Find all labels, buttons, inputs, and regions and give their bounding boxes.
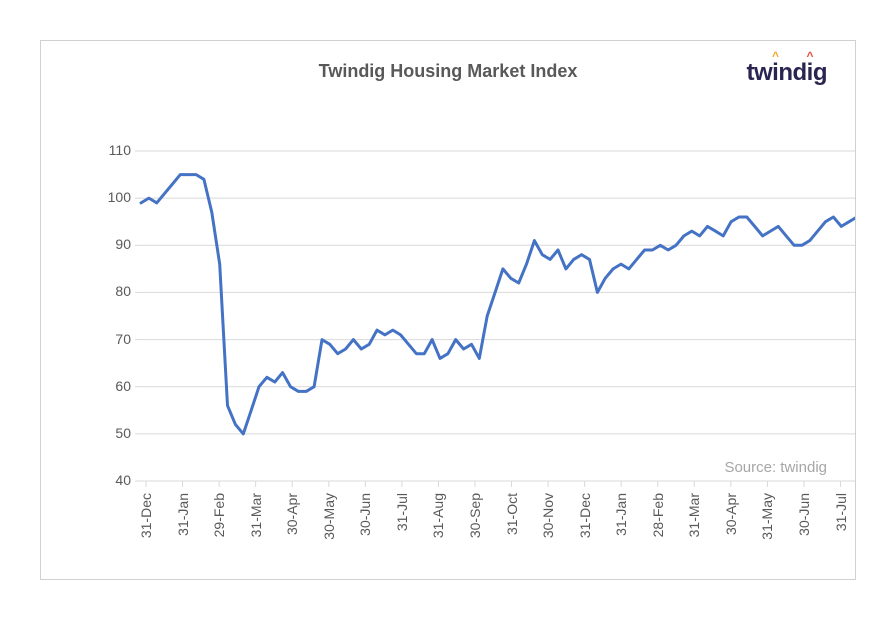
x-axis-label: 31-Jul <box>833 493 849 531</box>
x-axis-label: 31-Aug <box>430 493 446 538</box>
y-axis-label: 80 <box>101 283 131 299</box>
y-axis-label: 60 <box>101 378 131 394</box>
x-axis-label: 29-Feb <box>211 493 227 537</box>
x-axis-label: 31-Mar <box>686 493 702 537</box>
chart-container: Twindig Housing Market Index twi^ndi^g S… <box>0 0 896 617</box>
x-axis-label: 31-May <box>759 493 775 540</box>
x-axis-label: 31-Jul <box>394 493 410 531</box>
x-axis-label: 31-Dec <box>577 493 593 538</box>
y-axis-label: 100 <box>101 189 131 205</box>
x-axis-label: 31-Jan <box>175 493 191 536</box>
x-axis-label: 30-Jun <box>357 493 373 536</box>
x-axis-label: 30-Sep <box>467 493 483 538</box>
x-axis-label: 31-Mar <box>248 493 264 537</box>
x-axis-label: 30-May <box>321 493 337 540</box>
y-axis-label: 40 <box>101 472 131 488</box>
x-axis-label: 30-Jun <box>796 493 812 536</box>
x-axis-label: 31-Oct <box>504 493 520 535</box>
chart-panel: Twindig Housing Market Index twi^ndi^g S… <box>40 40 856 580</box>
y-axis-label: 110 <box>101 142 131 158</box>
y-axis-label: 90 <box>101 236 131 252</box>
x-axis-label: 30-Apr <box>723 493 739 535</box>
y-axis-label: 50 <box>101 425 131 441</box>
y-axis-label: 70 <box>101 331 131 347</box>
x-axis-label: 28-Feb <box>650 493 666 537</box>
index-line <box>141 175 855 434</box>
x-axis-label: 30-Nov <box>540 493 556 538</box>
x-axis-label: 31-Dec <box>138 493 154 538</box>
x-axis-label: 30-Apr <box>284 493 300 535</box>
x-axis-label: 31-Jan <box>613 493 629 536</box>
